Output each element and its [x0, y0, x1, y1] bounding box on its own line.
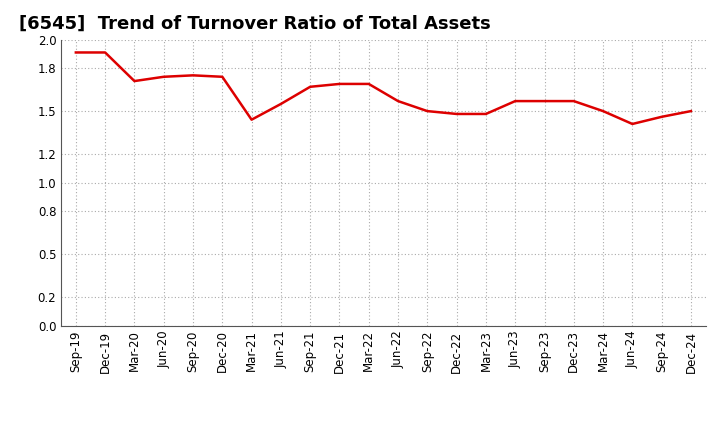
Text: [6545]  Trend of Turnover Ratio of Total Assets: [6545] Trend of Turnover Ratio of Total …	[19, 15, 491, 33]
